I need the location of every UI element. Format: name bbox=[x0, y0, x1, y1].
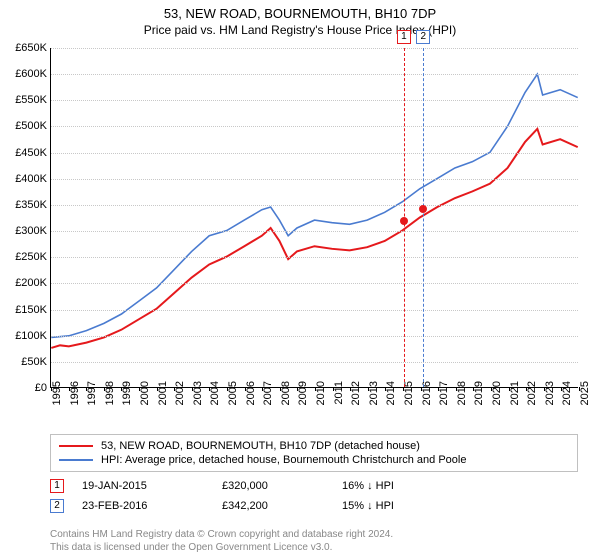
y-axis-label: £150K bbox=[3, 304, 47, 316]
gridline-h bbox=[51, 231, 578, 232]
gridline-h bbox=[51, 179, 578, 180]
sale-point-dot bbox=[400, 217, 408, 225]
sale-marker-box: 1 bbox=[397, 30, 411, 44]
x-axis-label: 2004 bbox=[209, 381, 221, 405]
y-axis-label: £350K bbox=[3, 199, 47, 211]
x-axis-label: 2013 bbox=[368, 381, 380, 405]
series-line bbox=[51, 129, 577, 348]
gridline-h bbox=[51, 74, 578, 75]
legend-line-swatch bbox=[59, 459, 93, 461]
y-axis-label: £100K bbox=[3, 330, 47, 342]
license-text: Contains HM Land Registry data © Crown c… bbox=[50, 528, 393, 554]
sale-delta: 15% ↓ HPI bbox=[342, 500, 502, 512]
x-axis-label: 2022 bbox=[526, 381, 538, 405]
sale-delta: 16% ↓ HPI bbox=[342, 480, 502, 492]
x-axis-label: 2008 bbox=[280, 381, 292, 405]
x-axis-label: 2011 bbox=[333, 381, 345, 405]
sale-row-marker: 2 bbox=[50, 499, 64, 513]
sale-price: £342,200 bbox=[222, 500, 342, 512]
x-axis-label: 2017 bbox=[438, 381, 450, 405]
x-axis-label: 2000 bbox=[139, 381, 151, 405]
sale-marker-box: 2 bbox=[416, 30, 430, 44]
y-axis-label: £650K bbox=[3, 42, 47, 54]
gridline-h bbox=[51, 100, 578, 101]
x-axis-label: 2020 bbox=[491, 381, 503, 405]
gridline-h bbox=[51, 126, 578, 127]
title-block: 53, NEW ROAD, BOURNEMOUTH, BH10 7DP Pric… bbox=[0, 0, 600, 37]
license-line2: This data is licensed under the Open Gov… bbox=[50, 542, 332, 553]
y-axis-label: £0 bbox=[3, 382, 47, 394]
y-axis-label: £200K bbox=[3, 277, 47, 289]
x-axis-label: 2018 bbox=[456, 381, 468, 405]
x-axis-label: 2009 bbox=[297, 381, 309, 405]
x-axis-label: 2023 bbox=[544, 381, 556, 405]
legend-line-swatch bbox=[59, 445, 93, 447]
gridline-h bbox=[51, 257, 578, 258]
gridline-h bbox=[51, 283, 578, 284]
gridline-h bbox=[51, 310, 578, 311]
chart-container: 53, NEW ROAD, BOURNEMOUTH, BH10 7DP Pric… bbox=[0, 0, 600, 560]
x-axis-label: 2006 bbox=[245, 381, 257, 405]
gridline-h bbox=[51, 153, 578, 154]
gridline-h bbox=[51, 362, 578, 363]
y-axis-label: £600K bbox=[3, 68, 47, 80]
x-axis-label: 1997 bbox=[86, 381, 98, 405]
x-axis-label: 2014 bbox=[385, 381, 397, 405]
x-axis-label: 2010 bbox=[315, 381, 327, 405]
sale-row: 1 19-JAN-2015£320,00016% ↓ HPI bbox=[50, 476, 578, 496]
x-axis-label: 2012 bbox=[350, 381, 362, 405]
y-axis-label: £50K bbox=[3, 356, 47, 368]
legend-row: 53, NEW ROAD, BOURNEMOUTH, BH10 7DP (det… bbox=[59, 439, 569, 453]
x-axis-label: 1996 bbox=[69, 381, 81, 405]
sale-rows: 1 19-JAN-2015£320,00016% ↓ HPI 2 23-FEB-201… bbox=[50, 476, 578, 516]
y-axis-label: £550K bbox=[3, 94, 47, 106]
x-axis-label: 2019 bbox=[473, 381, 485, 405]
y-axis-label: £500K bbox=[3, 120, 47, 132]
x-axis-label: 2005 bbox=[227, 381, 239, 405]
sale-point-dot bbox=[419, 205, 427, 213]
y-axis-label: £300K bbox=[3, 225, 47, 237]
sale-price: £320,000 bbox=[222, 480, 342, 492]
y-axis-label: £400K bbox=[3, 173, 47, 185]
x-axis-label: 2003 bbox=[192, 381, 204, 405]
gridline-h bbox=[51, 48, 578, 49]
x-axis-label: 1999 bbox=[121, 381, 133, 405]
sale-date: 19-JAN-2015 bbox=[82, 480, 222, 492]
sale-row-marker: 1 bbox=[50, 479, 64, 493]
x-axis-label: 2007 bbox=[262, 381, 274, 405]
y-axis-label: £450K bbox=[3, 147, 47, 159]
gridline-h bbox=[51, 205, 578, 206]
legend: 53, NEW ROAD, BOURNEMOUTH, BH10 7DP (det… bbox=[50, 434, 578, 472]
legend-label: HPI: Average price, detached house, Bour… bbox=[101, 454, 466, 466]
sale-row: 2 23-FEB-2016£342,20015% ↓ HPI bbox=[50, 496, 578, 516]
x-axis-label: 2024 bbox=[561, 381, 573, 405]
x-axis-label: 2021 bbox=[509, 381, 521, 405]
y-axis-label: £250K bbox=[3, 251, 47, 263]
chart-title: 53, NEW ROAD, BOURNEMOUTH, BH10 7DP bbox=[0, 6, 600, 21]
sale-vertical-line bbox=[423, 48, 424, 387]
license-line1: Contains HM Land Registry data © Crown c… bbox=[50, 529, 393, 540]
x-axis-label: 2002 bbox=[174, 381, 186, 405]
plot-area: £0£50K£100K£150K£200K£250K£300K£350K£400… bbox=[50, 48, 578, 388]
x-axis-label: 1998 bbox=[104, 381, 116, 405]
x-axis-label: 2025 bbox=[579, 381, 591, 405]
chart-subtitle: Price paid vs. HM Land Registry's House … bbox=[0, 23, 600, 37]
x-axis-label: 1995 bbox=[51, 381, 63, 405]
legend-label: 53, NEW ROAD, BOURNEMOUTH, BH10 7DP (det… bbox=[101, 440, 420, 452]
x-axis-label: 2001 bbox=[157, 381, 169, 405]
sale-date: 23-FEB-2016 bbox=[82, 500, 222, 512]
gridline-h bbox=[51, 336, 578, 337]
legend-row: HPI: Average price, detached house, Bour… bbox=[59, 453, 569, 467]
